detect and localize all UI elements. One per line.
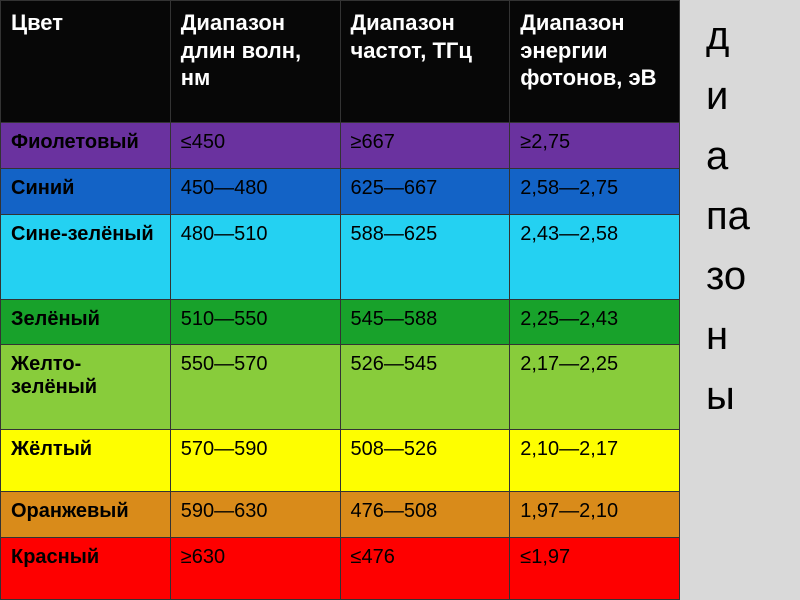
cell-color-name: Красный: [1, 538, 171, 600]
cell-energy: 1,97—2,10: [510, 492, 680, 538]
cell-frequency: 476—508: [340, 492, 510, 538]
table-row: Жёлтый570—590508—5262,10—2,17: [1, 430, 680, 492]
sidebar-title: д и а па зо н ы: [706, 6, 774, 426]
table-row: Синий450—480625—6672,58—2,75: [1, 168, 680, 214]
col-header-color: Цвет: [1, 1, 171, 123]
cell-color-name: Жёлтый: [1, 430, 171, 492]
cell-frequency: 545—588: [340, 299, 510, 345]
spectrum-table: Цвет Диапазон длин волн, нм Диапазон час…: [0, 0, 680, 600]
cell-energy: 2,43—2,58: [510, 214, 680, 299]
table-row: Фиолетовый≤450≥667≥2,75: [1, 123, 680, 169]
cell-energy: ≥2,75: [510, 123, 680, 169]
table-row: Желто-зелёный550—570526—5452,17—2,25: [1, 345, 680, 430]
table-container: Цвет Диапазон длин волн, нм Диапазон час…: [0, 0, 680, 600]
header-row: Цвет Диапазон длин волн, нм Диапазон час…: [1, 1, 680, 123]
page-root: Цвет Диапазон длин волн, нм Диапазон час…: [0, 0, 800, 600]
cell-color-name: Фиолетовый: [1, 123, 171, 169]
table-head: Цвет Диапазон длин волн, нм Диапазон час…: [1, 1, 680, 123]
cell-energy: ≤1,97: [510, 538, 680, 600]
cell-energy: 2,10—2,17: [510, 430, 680, 492]
cell-wavelength: 450—480: [170, 168, 340, 214]
cell-energy: 2,17—2,25: [510, 345, 680, 430]
cell-frequency: 508—526: [340, 430, 510, 492]
cell-color-name: Синий: [1, 168, 171, 214]
cell-color-name: Зелёный: [1, 299, 171, 345]
cell-wavelength: 590—630: [170, 492, 340, 538]
col-header-energy: Диапазон энергии фотонов, эВ: [510, 1, 680, 123]
table-body: Фиолетовый≤450≥667≥2,75Синий450—480625—6…: [1, 123, 680, 600]
cell-wavelength: ≥630: [170, 538, 340, 600]
sidebar: д и а па зо н ы: [680, 0, 800, 600]
cell-energy: 2,58—2,75: [510, 168, 680, 214]
table-row: Оранжевый590—630476—5081,97—2,10: [1, 492, 680, 538]
cell-frequency: 625—667: [340, 168, 510, 214]
cell-wavelength: ≤450: [170, 123, 340, 169]
cell-frequency: ≥667: [340, 123, 510, 169]
table-row: Красный≥630≤476≤1,97: [1, 538, 680, 600]
cell-wavelength: 570—590: [170, 430, 340, 492]
cell-frequency: ≤476: [340, 538, 510, 600]
col-header-wavelength: Диапазон длин волн, нм: [170, 1, 340, 123]
cell-color-name: Сине-зелёный: [1, 214, 171, 299]
cell-wavelength: 550—570: [170, 345, 340, 430]
cell-energy: 2,25—2,43: [510, 299, 680, 345]
cell-wavelength: 480—510: [170, 214, 340, 299]
cell-color-name: Желто-зелёный: [1, 345, 171, 430]
cell-frequency: 588—625: [340, 214, 510, 299]
table-row: Зелёный510—550545—5882,25—2,43: [1, 299, 680, 345]
table-row: Сине-зелёный480—510588—6252,43—2,58: [1, 214, 680, 299]
cell-color-name: Оранжевый: [1, 492, 171, 538]
cell-wavelength: 510—550: [170, 299, 340, 345]
cell-frequency: 526—545: [340, 345, 510, 430]
col-header-frequency: Диапазон частот, ТГц: [340, 1, 510, 123]
